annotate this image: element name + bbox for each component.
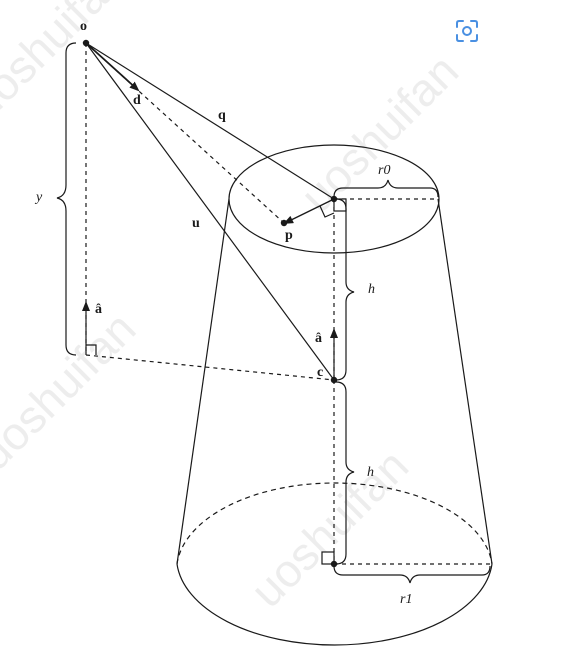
- point-bottom-axis: [330, 560, 338, 568]
- label-y: y: [34, 190, 43, 205]
- brace-h-lower: [335, 381, 355, 565]
- label-c: c: [317, 365, 323, 380]
- point-p: [280, 219, 288, 227]
- label-d: d: [133, 93, 141, 108]
- top-ellipse: [228, 144, 440, 254]
- point-top-axis: [330, 195, 338, 203]
- cone-right-side: [437, 198, 493, 565]
- point-o: [82, 39, 90, 47]
- label-q: q: [218, 108, 226, 123]
- label-o: o: [80, 19, 87, 34]
- right-angle-left: [86, 344, 97, 355]
- label-u: u: [192, 216, 200, 231]
- point-c: [330, 376, 338, 384]
- diagram-lines: [56, 42, 493, 646]
- right-angle-p: [319, 205, 335, 218]
- label-a-hat-left: â: [95, 302, 102, 317]
- vector-u: [85, 42, 335, 381]
- brace-r1: [333, 565, 491, 584]
- right-angle-bottom: [321, 551, 335, 565]
- label-r0: r0: [378, 163, 390, 178]
- bottom-ellipse-front: [176, 563, 493, 646]
- label-r1: r1: [400, 592, 412, 607]
- vector-d: [85, 42, 140, 92]
- base-to-c-dashed: [85, 354, 335, 381]
- watermarks: luoshuifan uoshuifan luoshuifan uoshuifa…: [0, 0, 468, 617]
- vector-q: [85, 42, 335, 200]
- watermark-4: uoshuifan: [240, 439, 418, 617]
- watermark-2: uoshuifan: [290, 44, 468, 222]
- bottom-ellipse-back: [176, 482, 493, 565]
- labels: o d q u p c y â â r0 r1 h h: [34, 19, 412, 607]
- brace-r0: [333, 179, 439, 198]
- label-p: p: [285, 228, 293, 243]
- label-h-upper: h: [368, 282, 375, 297]
- scan-button[interactable]: [454, 18, 480, 44]
- cone-left-side: [176, 198, 230, 565]
- points: [82, 39, 338, 568]
- scan-icon: [456, 20, 478, 42]
- vector-to-p: [283, 198, 335, 224]
- brace-y: [56, 42, 77, 356]
- brace-h-upper: [335, 198, 355, 381]
- watermark-3: luoshuifan: [0, 302, 145, 487]
- label-a-hat-center: â: [315, 331, 322, 346]
- label-h-lower: h: [367, 465, 374, 480]
